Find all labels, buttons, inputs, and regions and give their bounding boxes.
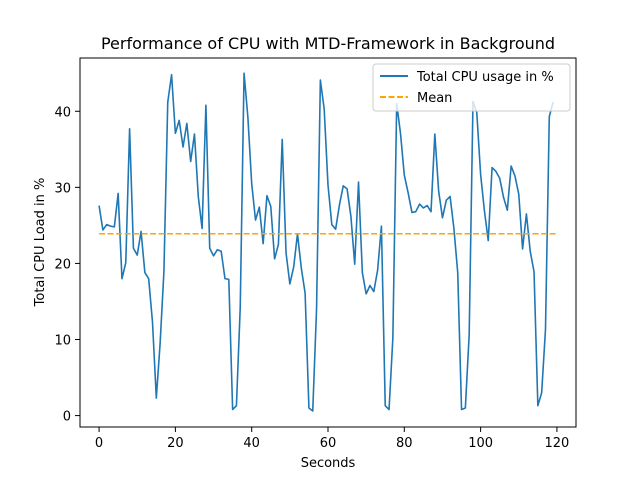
legend: Total CPU usage in % Mean (372, 63, 571, 112)
y-tick-label: 20 (54, 257, 71, 272)
y-axis-label: Total CPU Load in % (33, 178, 48, 308)
x-tick-label: 80 (396, 436, 413, 451)
plot-area: 0 20 40 60 80 100 120 0 10 20 30 40 (54, 57, 577, 451)
x-tick-label: 20 (167, 436, 184, 451)
legend-label-mean: Mean (417, 91, 452, 106)
x-tick-label: 0 (95, 436, 103, 451)
y-tick-label: 40 (54, 105, 71, 120)
axis-ticks: 0 20 40 60 80 100 120 0 10 20 30 40 (54, 105, 569, 451)
x-tick-label: 40 (243, 436, 260, 451)
legend-label-cpu-usage: Total CPU usage in % (416, 70, 554, 85)
x-tick-label: 100 (468, 436, 493, 451)
y-tick-label: 0 (63, 410, 71, 425)
legend-box (372, 63, 571, 112)
y-tick-label: 30 (54, 181, 71, 196)
chart-title: Performance of CPU with MTD-Framework in… (101, 34, 555, 53)
x-axis-label: Seconds (301, 456, 356, 471)
x-tick-label: 60 (320, 436, 337, 451)
series-layer (98, 72, 557, 412)
cpu-usage-series-line (98, 72, 554, 412)
x-tick-label: 120 (545, 436, 570, 451)
y-tick-label: 10 (54, 334, 71, 349)
